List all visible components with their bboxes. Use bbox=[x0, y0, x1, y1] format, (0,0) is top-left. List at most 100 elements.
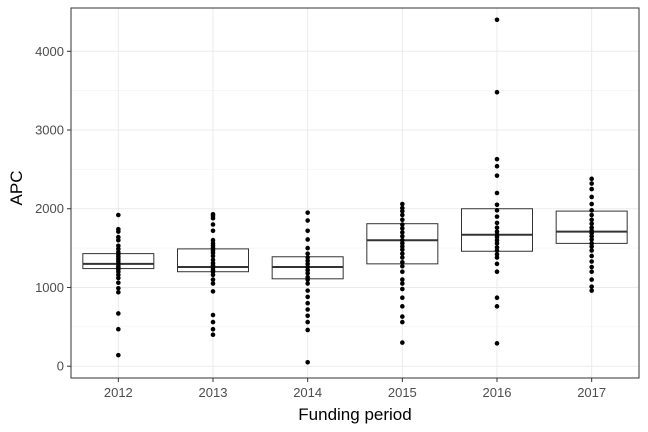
data-point bbox=[494, 269, 500, 275]
data-point bbox=[305, 228, 310, 234]
data-point bbox=[210, 281, 216, 286]
data-point bbox=[116, 212, 121, 218]
x-tick-label: 2014 bbox=[293, 385, 322, 400]
data-point bbox=[400, 201, 405, 207]
data-point bbox=[589, 208, 594, 213]
data-point bbox=[494, 261, 500, 267]
y-tick-label: 0 bbox=[57, 359, 64, 374]
data-point bbox=[210, 222, 216, 227]
data-point bbox=[589, 237, 594, 242]
data-point bbox=[494, 341, 500, 346]
box-group-2016 bbox=[461, 17, 533, 346]
data-point bbox=[494, 156, 500, 162]
data-point bbox=[589, 277, 594, 282]
data-point bbox=[116, 234, 121, 240]
data-point bbox=[305, 319, 310, 325]
data-point bbox=[210, 215, 216, 221]
data-point bbox=[494, 208, 500, 213]
data-point bbox=[400, 217, 405, 223]
data-point bbox=[589, 217, 594, 223]
data-point bbox=[116, 289, 121, 295]
data-point bbox=[589, 230, 594, 236]
data-point bbox=[589, 244, 594, 249]
data-point bbox=[494, 17, 500, 23]
data-point bbox=[400, 208, 405, 214]
data-point bbox=[589, 176, 594, 182]
data-point bbox=[400, 255, 405, 260]
data-point bbox=[116, 237, 121, 243]
data-point bbox=[400, 295, 405, 301]
x-axis-title: Funding period bbox=[298, 405, 411, 424]
data-point bbox=[305, 277, 310, 282]
data-point bbox=[400, 304, 405, 309]
data-point bbox=[305, 270, 310, 276]
box-group-2013 bbox=[177, 211, 249, 338]
data-point bbox=[494, 229, 500, 234]
data-point bbox=[400, 259, 405, 265]
data-point bbox=[305, 210, 310, 215]
data-point bbox=[305, 281, 310, 286]
data-point bbox=[400, 237, 405, 243]
data-point bbox=[494, 173, 500, 178]
data-point bbox=[494, 89, 500, 95]
data-point bbox=[494, 190, 500, 196]
data-point bbox=[494, 295, 500, 301]
axes: 0 1000 2000 3000 4000 2012 2013 2014 2015 2016 201… bbox=[35, 44, 606, 400]
data-point bbox=[305, 313, 310, 319]
data-point bbox=[116, 311, 121, 316]
data-point bbox=[589, 201, 594, 207]
data-point bbox=[210, 277, 216, 282]
data-point bbox=[589, 186, 594, 192]
data-point bbox=[210, 326, 216, 332]
data-point bbox=[400, 244, 405, 249]
data-point bbox=[494, 225, 500, 230]
data-point bbox=[589, 212, 594, 218]
y-axis-title: APC bbox=[7, 171, 26, 206]
data-point bbox=[305, 294, 310, 300]
y-tick-label: 4000 bbox=[35, 44, 64, 59]
data-point bbox=[210, 312, 216, 318]
panel-background bbox=[71, 8, 639, 378]
data-point bbox=[305, 267, 310, 273]
data-point bbox=[494, 304, 500, 309]
box-group-2015 bbox=[366, 201, 439, 345]
data-point bbox=[589, 264, 594, 270]
data-point bbox=[305, 251, 310, 256]
data-point bbox=[305, 255, 310, 260]
data-point bbox=[400, 263, 405, 269]
data-point bbox=[400, 269, 405, 275]
data-point bbox=[116, 246, 121, 252]
data-point bbox=[589, 288, 594, 293]
panel-border bbox=[70, 7, 640, 379]
data-point bbox=[210, 237, 216, 243]
data-point bbox=[494, 234, 500, 240]
data-point bbox=[210, 272, 216, 278]
box-group-2014 bbox=[271, 210, 344, 365]
data-point bbox=[400, 286, 405, 292]
x-tick-label: 2013 bbox=[199, 385, 228, 400]
data-point bbox=[400, 314, 405, 319]
data-point bbox=[494, 163, 500, 169]
data-point bbox=[400, 277, 405, 282]
data-point bbox=[210, 289, 216, 294]
data-point bbox=[400, 241, 405, 246]
data-point bbox=[116, 275, 121, 281]
data-point bbox=[305, 258, 310, 264]
data-point bbox=[400, 340, 405, 345]
data-point bbox=[116, 269, 121, 275]
x-tick-label: 2017 bbox=[577, 385, 606, 400]
data-point bbox=[589, 253, 594, 259]
data-point bbox=[589, 181, 594, 186]
data-point bbox=[210, 253, 216, 259]
plot-area bbox=[70, 7, 640, 379]
data-point bbox=[494, 255, 500, 260]
data-point bbox=[116, 285, 121, 291]
data-point bbox=[305, 307, 310, 312]
data-point bbox=[494, 241, 500, 246]
data-point bbox=[400, 226, 405, 231]
data-point bbox=[116, 272, 121, 278]
data-point bbox=[400, 251, 405, 256]
data-point bbox=[210, 332, 216, 338]
x-tick-label: 2012 bbox=[104, 385, 133, 400]
data-point bbox=[400, 319, 405, 325]
